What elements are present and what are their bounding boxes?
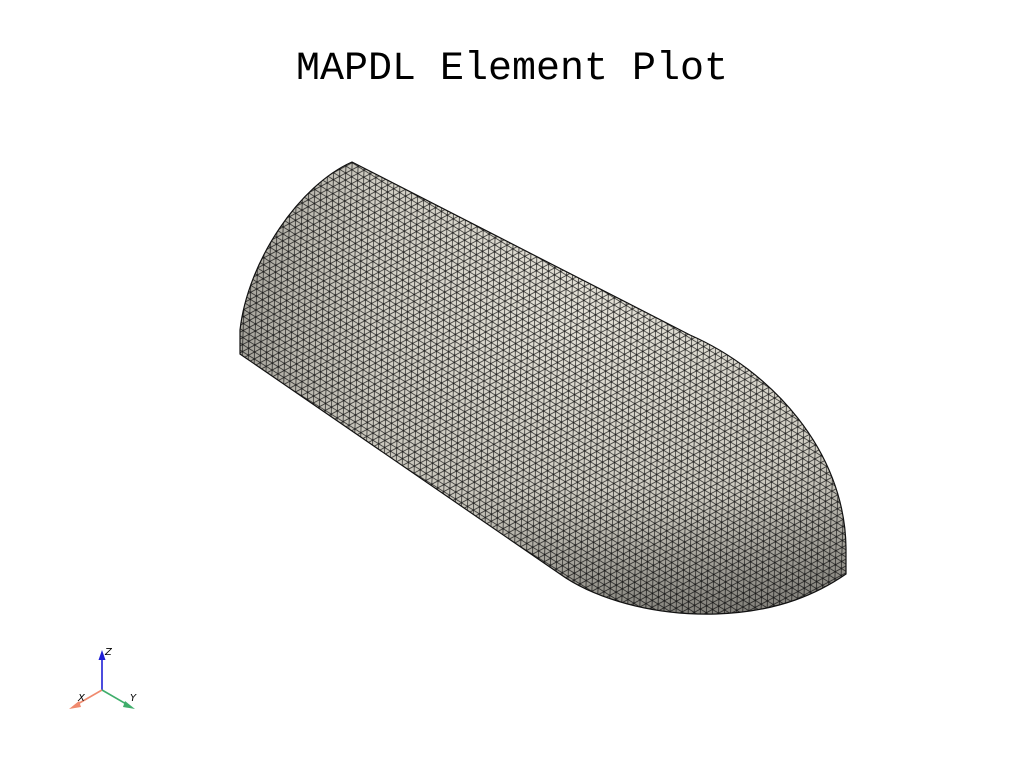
y-arrow-icon [123, 701, 135, 709]
mesh-outline [239, 161, 847, 615]
x-axis-line [75, 689, 103, 706]
z-axis: Z [98, 647, 113, 690]
y-axis-label: Y [130, 693, 137, 704]
y-axis: Y [101, 689, 137, 709]
x-axis: X [69, 689, 103, 709]
z-axis-label: Z [104, 647, 113, 658]
x-axis-label: X [77, 693, 86, 704]
x-arrow-icon [69, 701, 81, 709]
y-axis-line [101, 689, 129, 706]
z-arrow-icon [98, 650, 106, 660]
plot-title: MAPDL Element Plot [295, 47, 729, 92]
